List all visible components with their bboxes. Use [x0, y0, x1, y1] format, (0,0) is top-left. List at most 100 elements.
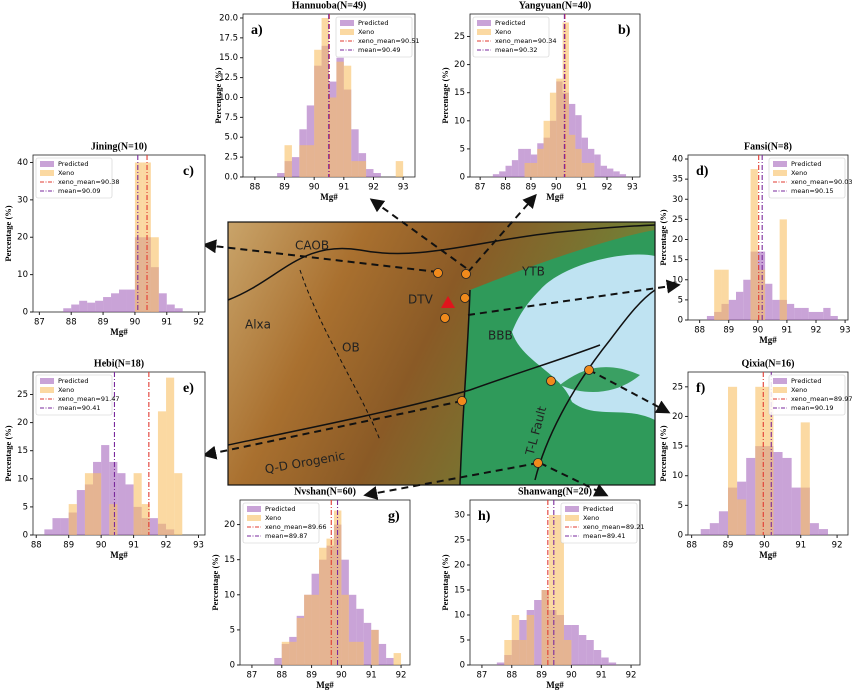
bar [537, 149, 543, 177]
y-tick-label: 15 [672, 442, 683, 452]
bar [134, 473, 142, 535]
legend-label: Predicted [58, 377, 89, 385]
legend-label: xeno_mean=90.03 [791, 178, 852, 186]
y-tick-label: 25 [17, 390, 28, 400]
bar [285, 145, 292, 177]
y-tick-label: 20.0 [219, 13, 238, 23]
panel-label: d) [696, 164, 709, 179]
x-axis-label: Mg# [546, 192, 564, 202]
x-tick-label: 90 [336, 671, 347, 681]
legend-swatch [247, 506, 261, 512]
bar [158, 411, 166, 535]
bar [721, 270, 728, 320]
x-tick-label: 90 [566, 671, 577, 681]
figure: CAOB YTB DTV Alxa OB BBB Q-D Orogenic T-… [0, 0, 853, 692]
x-axis-label: Mg# [316, 680, 334, 690]
chart-title: Hannuoba(N=49) [292, 0, 367, 11]
legend-label: mean=90.09 [58, 187, 101, 195]
x-tick-label: 87 [477, 671, 488, 681]
y-tick-label: 10 [454, 611, 465, 621]
bar [95, 301, 103, 312]
bar [44, 529, 52, 535]
site [434, 269, 443, 278]
x-tick-label: 92 [193, 318, 204, 328]
legend-label: Xeno [583, 514, 599, 522]
legend-label: Predicted [265, 505, 296, 513]
y-tick-label: 5.0 [224, 133, 238, 143]
map-label: BBB [488, 329, 513, 343]
x-tick-label: 87 [34, 318, 45, 328]
bar [819, 529, 828, 535]
bar [563, 22, 569, 177]
bar [297, 618, 304, 665]
y-tick-label: 10 [17, 270, 28, 280]
bar [499, 171, 505, 177]
panel-label: g) [388, 509, 400, 524]
x-tick-label: 89 [63, 541, 74, 551]
bar [322, 18, 329, 177]
y-tick-label: 30 [454, 511, 465, 521]
x-axis-label: Mg# [546, 680, 564, 690]
legend-label: Predicted [583, 505, 614, 513]
legend-label: xeno_mean=89.66 [265, 523, 326, 531]
site [585, 366, 594, 375]
bar [109, 504, 117, 535]
bar [373, 173, 380, 177]
panel-label: c) [183, 164, 194, 179]
bar [571, 625, 578, 665]
bar [719, 511, 728, 535]
panel-label: a) [251, 23, 263, 38]
bar [773, 452, 782, 535]
bar [582, 163, 588, 177]
bar [772, 300, 779, 320]
legend-label: mean=90.32 [495, 46, 538, 54]
bar [506, 166, 512, 177]
bar [282, 642, 289, 665]
bar [119, 290, 127, 312]
bar [329, 97, 336, 177]
y-tick-label: 25 [454, 32, 465, 42]
bar [497, 663, 504, 666]
x-axis-label: Mg# [110, 550, 128, 560]
bar [150, 518, 158, 535]
bar [371, 630, 378, 665]
x-tick-label: 87 [247, 671, 258, 681]
bar [174, 473, 182, 535]
legend-label: Predicted [495, 19, 526, 27]
x-tick-label: 92 [626, 671, 637, 681]
x-tick-label: 90 [752, 326, 763, 336]
bar [93, 473, 101, 535]
bar [588, 163, 594, 177]
legend-label: Predicted [791, 160, 822, 168]
y-tick-label: 20 [454, 60, 465, 70]
bar [751, 169, 758, 320]
bar [504, 640, 511, 665]
bar [816, 312, 823, 320]
x-tick-label: 93 [840, 326, 851, 336]
bar [103, 297, 111, 312]
legend-label: mean=89.87 [265, 532, 308, 540]
map-label: OB [342, 341, 360, 355]
y-tick-label: 20 [454, 561, 465, 571]
bar [396, 161, 403, 177]
panel-label: f) [696, 381, 706, 396]
y-tick-label: 10 [672, 275, 683, 285]
bar [728, 387, 737, 535]
x-tick-label: 91 [781, 326, 792, 336]
x-tick-label: 91 [366, 671, 377, 681]
bar [794, 308, 801, 320]
legend-label: xeno_mean=91.47 [58, 395, 119, 403]
bar [550, 93, 556, 177]
y-axis-label: Percentage (%) [440, 554, 450, 610]
y-axis-label: Percentage (%) [3, 425, 13, 481]
y-tick-label: 25 [672, 215, 683, 225]
legend-swatch [477, 20, 491, 26]
legend-swatch [565, 506, 579, 512]
bar [167, 305, 175, 312]
y-axis-label: Percentage (%) [213, 67, 223, 123]
bar [151, 237, 159, 312]
y-tick-label: 15.0 [219, 53, 238, 63]
y-tick-label: 10 [672, 471, 683, 481]
y-tick-label: 40 [17, 158, 28, 168]
bar [780, 219, 787, 320]
